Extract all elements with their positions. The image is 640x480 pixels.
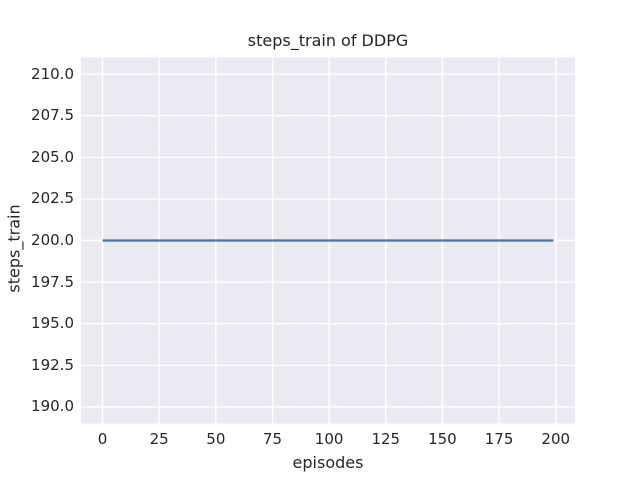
y-tick-label: 197.5 [31, 272, 74, 291]
x-tick-label: 100 [314, 430, 344, 448]
y-tick-label: 195.0 [31, 314, 74, 333]
x-tick-label: 200 [541, 430, 571, 448]
y-tick-label: 207.5 [31, 106, 74, 125]
x-tick-label: 25 [149, 430, 169, 448]
y-tick-label: 190.0 [31, 397, 74, 416]
y-tick-label: 192.5 [31, 355, 74, 374]
x-tick-label: 175 [484, 430, 514, 448]
chart-title: steps_train of DDPG [247, 31, 409, 50]
x-tick-label: 125 [371, 430, 401, 448]
y-tick-label: 205.0 [31, 147, 74, 166]
y-tick-label: 202.5 [31, 189, 74, 208]
x-axis-label: episodes [292, 453, 364, 472]
x-tick-label: 150 [428, 430, 457, 448]
y-tick-label: 200.0 [31, 231, 74, 249]
x-tick-label: 75 [262, 430, 283, 448]
x-tick-label: 0 [97, 430, 108, 448]
x-tick-label: 50 [206, 430, 226, 448]
y-tick-label: 210.0 [31, 64, 74, 83]
